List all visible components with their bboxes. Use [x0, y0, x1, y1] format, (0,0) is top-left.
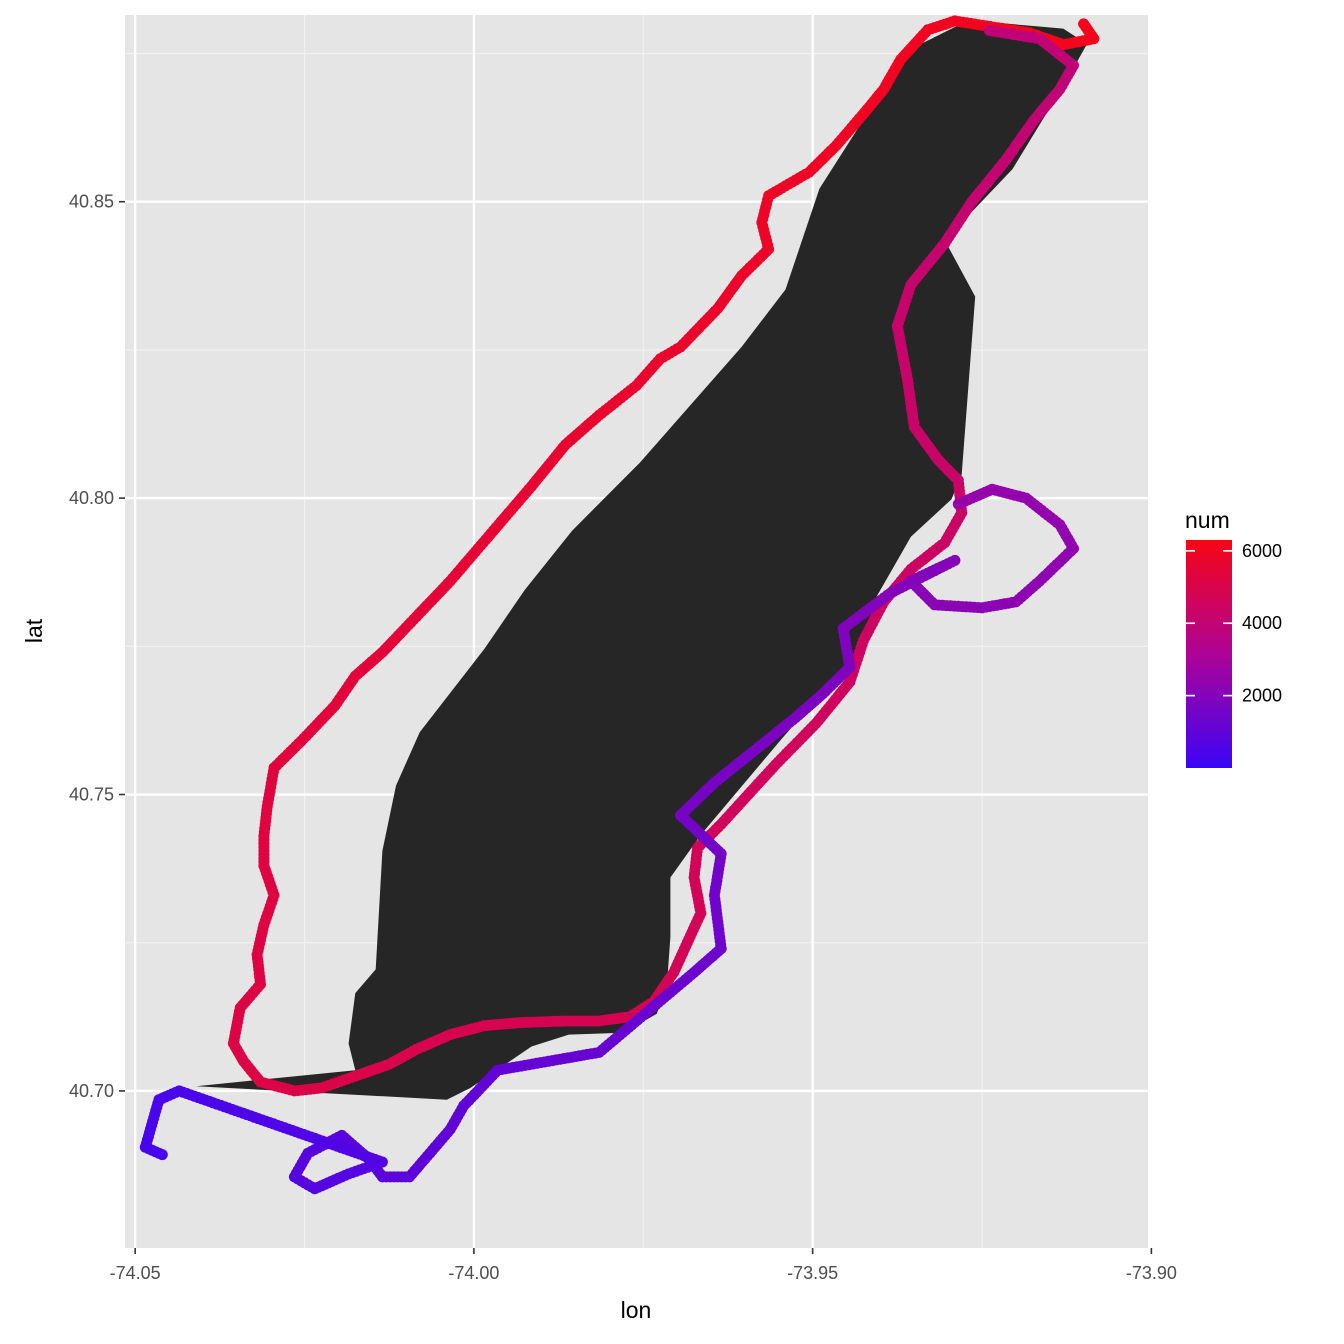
x-tick-label: -74.05	[110, 1263, 161, 1283]
axes: -74.05 -74.00 -73.95 -73.90 40.70 40.75 40.80 4…	[69, 192, 1177, 1283]
legend-label: 6000	[1242, 541, 1282, 561]
y-axis-title: lat	[21, 618, 47, 643]
y-tick-label: 40.85	[69, 192, 114, 212]
x-tick-label: -73.95	[787, 1263, 838, 1283]
x-axis-title: lon	[621, 1297, 652, 1323]
data-points	[139, 15, 1100, 1195]
legend: num 2000 4000 6000	[1185, 507, 1282, 768]
y-tick-label: 40.80	[69, 488, 114, 508]
legend-ticks: 2000 4000 6000	[1186, 541, 1282, 706]
x-tick-label: -73.90	[1126, 1263, 1177, 1283]
legend-label: 4000	[1242, 613, 1282, 633]
legend-label: 2000	[1242, 686, 1282, 706]
x-tick-label: -74.00	[448, 1263, 499, 1283]
y-tick-label: 40.70	[69, 1081, 114, 1101]
legend-colorbar	[1186, 540, 1232, 768]
data-point-east	[156, 1149, 168, 1161]
data-point-west	[983, 25, 995, 36]
manhattan-shape	[196, 20, 1088, 1100]
y-tick-label: 40.75	[69, 785, 114, 805]
manhattan-polygon	[196, 20, 1088, 1100]
legend-title: num	[1185, 507, 1230, 533]
